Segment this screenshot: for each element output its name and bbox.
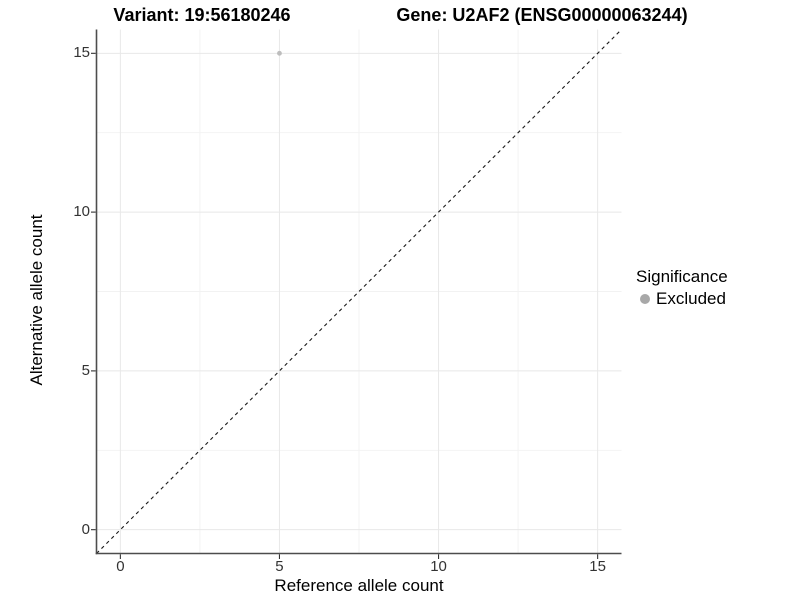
y-tick-label-0: 0 [81, 520, 90, 538]
y-axis-title: Alternative allele count [27, 214, 46, 386]
y-tick-label-5: 5 [81, 361, 90, 379]
data-point-excluded [277, 50, 282, 56]
variant-title: Variant: 19:56180246 [113, 5, 291, 25]
y-tick-label-15: 15 [73, 44, 90, 62]
identity-reference-line [96, 29, 622, 554]
gene-title: Gene: U2AF2 (ENSG00000063244) [396, 5, 688, 25]
legend-entry-label: Excluded [656, 289, 726, 308]
x-tick-label-0: 0 [116, 558, 125, 575]
x-axis-title: Reference allele count [274, 576, 444, 595]
legend-title: Significance [636, 267, 728, 286]
x-tick-label-5: 5 [275, 558, 284, 575]
legend-entry-excluded: Excluded [636, 289, 728, 309]
x-tick-label-10: 10 [430, 558, 447, 575]
y-tick-label-10: 10 [73, 203, 90, 221]
x-tick-label-15: 15 [589, 558, 606, 575]
legend: Significance Excluded [636, 267, 728, 309]
excluded-point-icon [640, 294, 650, 304]
